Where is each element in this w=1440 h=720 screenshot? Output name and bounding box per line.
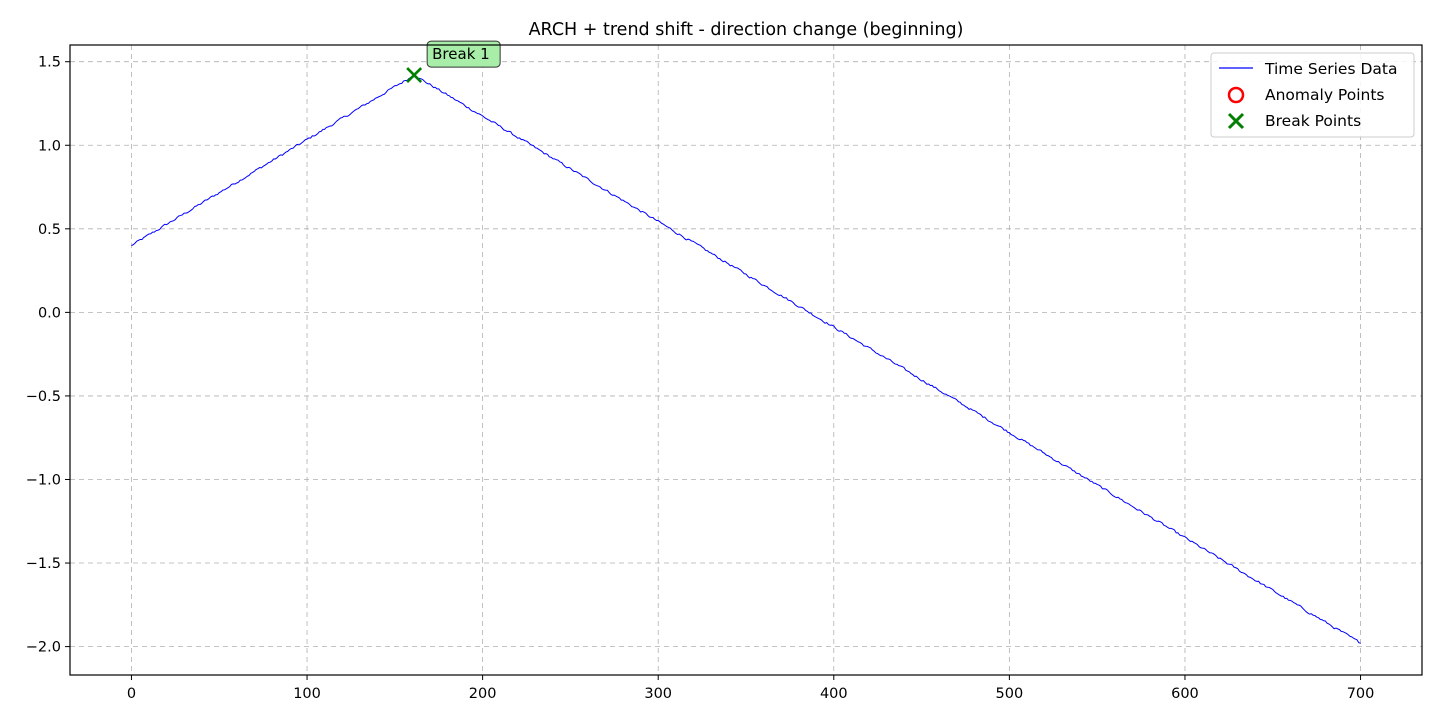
y-tick-label: −1.0 [26,472,61,488]
x-tick-label: 600 [1171,686,1199,702]
axis-ticks: 0 100 200 300 400 500 600 700 −2.0 −1.5 −1.0 −0.5 0.… [26,55,1375,702]
y-tick-label: 1.0 [38,138,61,154]
y-tick-label: −1.5 [26,556,61,572]
legend-label-break: Break Points [1265,112,1361,130]
x-tick-label: 500 [996,686,1024,702]
plot-frame [69,44,1423,676]
legend-circle-icon [1227,86,1245,104]
chart-title: ARCH + trend shift - direction change (b… [529,20,964,40]
series-line [131,75,1361,644]
legend: Time Series Data Anomaly Points Break Po… [1210,52,1415,138]
legend-label-anomaly: Anomaly Points [1265,86,1384,104]
y-tick-label: −0.5 [26,389,61,405]
series-layer [131,75,1361,644]
x-tick-label: 0 [127,686,136,702]
x-tick-label: 300 [644,686,672,702]
x-tick-label: 400 [820,686,848,702]
break-points-layer: Break 1 [406,40,501,83]
y-tick-label: 0.5 [38,222,61,238]
x-tick-label: 100 [293,686,321,702]
x-tick-label: 700 [1347,686,1375,702]
y-tick-label: 1.5 [38,55,61,71]
break-point-annotation-box [426,40,501,68]
break-point-annotation-label: Break 1 [432,45,490,63]
y-tick-label: −2.0 [26,640,61,656]
y-tick-label: 0.0 [38,305,61,321]
break-point-marker [406,67,423,83]
legend-label-series: Time Series Data [1264,60,1397,78]
x-tick-label: 200 [469,686,497,702]
legend-x-icon [1227,112,1245,130]
legend-box [1210,52,1415,138]
grid [70,45,1422,675]
